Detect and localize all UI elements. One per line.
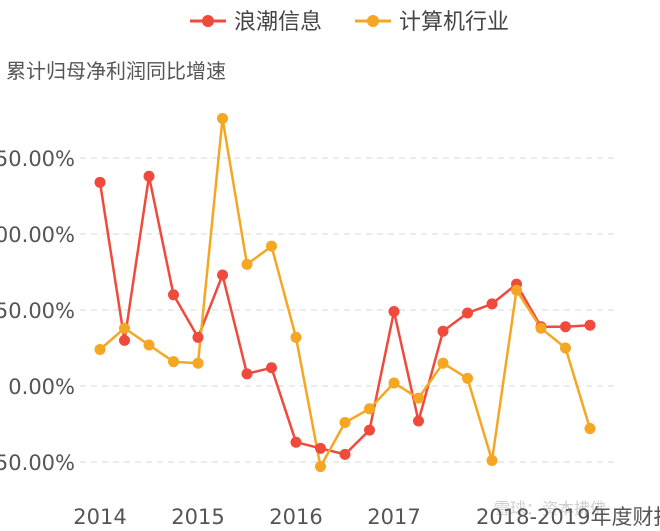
data-point	[413, 392, 424, 404]
y-tick-label: -50.00%	[0, 451, 75, 475]
y-tick-labels: 150.00% 100.00% 50.00% 0.00% -50.00%	[0, 147, 75, 475]
x-tick-label: 2017	[367, 505, 420, 529]
data-point	[339, 448, 351, 460]
x-tick-label: 2015	[171, 505, 224, 529]
legend: 浪潮信息 计算机行业	[190, 10, 509, 35]
series-line-0	[98, 174, 591, 456]
data-point	[486, 298, 498, 310]
footer-label: 2018-2019年度财报	[476, 505, 660, 529]
legend-label: 计算机行业	[399, 10, 509, 35]
data-point	[584, 319, 596, 331]
data-point	[511, 284, 522, 296]
data-point	[388, 306, 400, 318]
data-point	[388, 377, 400, 389]
y-tick-label: 50.00%	[0, 299, 75, 323]
data-point	[94, 176, 106, 188]
legend-item: 浪潮信息	[190, 10, 322, 35]
data-point	[315, 442, 326, 454]
data-point	[168, 356, 179, 368]
data-point	[315, 461, 326, 473]
data-point	[143, 170, 155, 182]
y-tick-label: 0.00%	[8, 375, 75, 399]
data-point	[192, 331, 204, 343]
watermark-text: 雪球：资本拂佛	[494, 499, 606, 518]
legend-label: 浪潮信息	[234, 10, 322, 35]
data-point	[241, 258, 253, 270]
data-point	[192, 357, 204, 369]
data-point	[462, 307, 473, 319]
data-point	[217, 269, 228, 281]
data-point	[584, 423, 596, 435]
x-tick-label: 2016	[269, 505, 322, 529]
x-tick-label: 2014	[73, 505, 126, 529]
y-tick-label: 150.00%	[0, 147, 75, 171]
data-point	[437, 357, 449, 369]
data-point	[560, 342, 571, 354]
data-point	[535, 322, 547, 334]
data-point	[94, 344, 106, 356]
grid-lines	[80, 157, 615, 463]
data-point	[119, 334, 130, 346]
legend-marker	[202, 15, 214, 27]
series-points	[94, 112, 596, 473]
x-tick-labels: 2014 2015 2016 2017	[73, 505, 420, 529]
data-point	[364, 403, 375, 415]
data-point	[217, 112, 228, 124]
data-point	[241, 368, 253, 380]
data-point	[462, 372, 473, 384]
y-tick-label: 100.00%	[0, 223, 75, 247]
data-point	[290, 331, 302, 343]
data-point	[339, 416, 351, 428]
legend-marker	[367, 15, 379, 27]
data-point	[413, 415, 424, 427]
data-point	[119, 322, 130, 334]
data-point	[560, 321, 571, 333]
data-point	[290, 436, 302, 448]
legend-item: 计算机行业	[355, 10, 509, 35]
y-axis-label: 累计归母净利润同比增速	[6, 59, 226, 83]
data-point	[168, 289, 179, 301]
data-point	[143, 339, 155, 351]
data-point	[266, 240, 277, 252]
data-point	[266, 362, 277, 374]
data-point	[437, 325, 449, 337]
data-point	[486, 454, 498, 466]
data-point	[364, 424, 375, 436]
